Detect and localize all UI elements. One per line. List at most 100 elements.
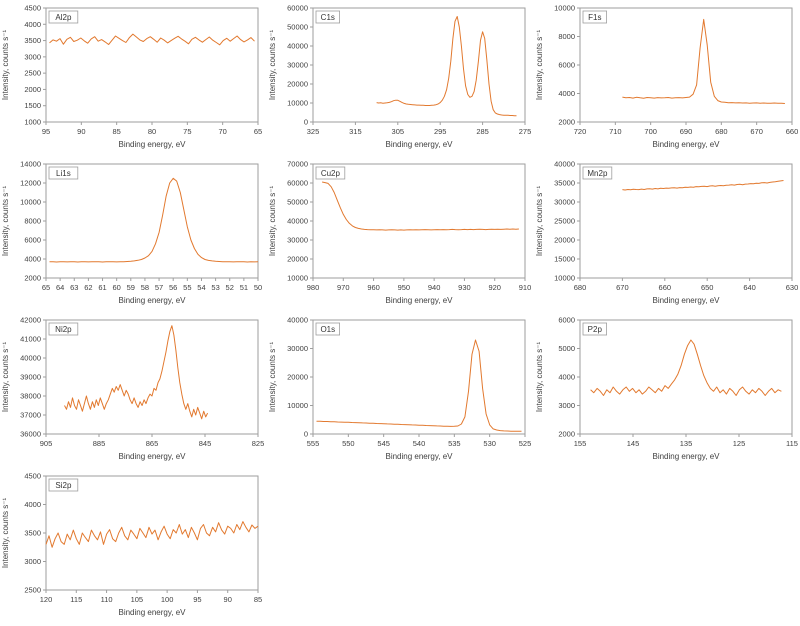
x-tick-label: 55 — [183, 283, 191, 292]
chart-canvas: 36000 37000 38000 39000 40000 41000 42000 905 88… — [1, 316, 265, 462]
y-tick-label: 2000 — [558, 430, 575, 439]
chart-cu2p: 10000 20000 30000 40000 50000 60000 70000 980 97… — [267, 156, 533, 312]
chart-ni2p: 36000 37000 38000 39000 40000 41000 42000 905 88… — [0, 312, 266, 468]
plot-border — [579, 7, 793, 123]
y-tick-label: 4000 — [24, 255, 41, 264]
x-axis-title: Binding energy, eV — [652, 296, 720, 305]
x-tick-label: 110 — [101, 595, 113, 604]
x-axis-title: Binding energy, eV — [652, 452, 720, 461]
y-tick-label: 4000 — [24, 20, 41, 29]
x-tick-label: 825 — [252, 439, 265, 448]
x-tick-label: 59 — [127, 283, 135, 292]
x-tick-label: 50 — [254, 283, 262, 292]
x-tick-label: 65 — [254, 127, 262, 136]
y-tick-label: 10000 — [287, 274, 308, 283]
x-tick-label: 95 — [42, 127, 50, 136]
y-axis-title: Intensity, counts s⁻¹ — [535, 30, 544, 101]
y-tick-label: 3000 — [24, 52, 41, 61]
spectrum-trace — [622, 180, 784, 191]
x-tick-label: 550 — [342, 439, 355, 448]
spectrum-trace — [316, 339, 522, 432]
x-tick-label: 100 — [161, 595, 174, 604]
x-tick-label: 57 — [155, 283, 163, 292]
x-tick-label: 690 — [680, 127, 693, 136]
y-tick-label: 41000 — [20, 335, 41, 344]
x-tick-label: 535 — [448, 439, 461, 448]
x-axis-title: Binding energy, eV — [118, 296, 186, 305]
x-tick-label: 115 — [70, 595, 82, 604]
y-tick-label: 10000 — [287, 401, 308, 410]
y-tick-label: 3000 — [24, 557, 41, 566]
y-tick-label: 2000 — [24, 85, 41, 94]
x-tick-label: 60 — [112, 283, 120, 292]
chart-canvas: 0 10000 20000 30000 40000 555 550 545 540 535 530 5… — [268, 316, 531, 462]
x-axis-title: Binding energy, eV — [652, 140, 720, 149]
x-tick-label: 65 — [42, 283, 50, 292]
plot-border — [312, 163, 526, 279]
x-tick-label: 75 — [183, 127, 191, 136]
y-tick-label: 4500 — [24, 472, 41, 481]
x-tick-label: 545 — [377, 439, 390, 448]
chart-label-box — [315, 166, 346, 180]
x-tick-label: 285 — [476, 127, 489, 136]
x-tick-label: 62 — [84, 283, 92, 292]
x-tick-label: 540 — [413, 439, 426, 448]
chart-canvas: 2500 3000 3500 4000 4500 120 115 110 105 100 95 90 8… — [1, 472, 262, 618]
x-tick-label: 845 — [199, 439, 212, 448]
y-axis-title: Intensity, counts s⁻¹ — [1, 30, 10, 101]
x-tick-label: 63 — [70, 283, 78, 292]
chart-label-box — [48, 10, 79, 24]
x-tick-label: 56 — [169, 283, 177, 292]
y-tick-label: 2500 — [24, 69, 41, 78]
y-tick-label: 2000 — [558, 118, 575, 127]
y-tick-label: 6000 — [558, 316, 575, 325]
chart-al2p: 1000 1500 2000 2500 3000 3500 4000 4500 95 90 85 80… — [0, 0, 266, 156]
x-tick-label: 70 — [218, 127, 226, 136]
chart-label: O1s — [320, 325, 335, 334]
chart-f1s: 2000 4000 6000 8000 10000 720 710 700 690 680 670 6… — [534, 0, 800, 156]
x-tick-label: 135 — [680, 439, 693, 448]
plot-border — [45, 7, 259, 123]
chart-label: Si2p — [55, 481, 72, 490]
chart-label-box — [582, 322, 608, 336]
chart-si2p: 2500 3000 3500 4000 4500 120 115 110 105 100 95 90 8… — [0, 468, 266, 624]
chart-label-box — [582, 10, 608, 24]
x-tick-label: 720 — [574, 127, 587, 136]
y-tick-label: 36000 — [20, 430, 41, 439]
chart-o1s: 0 10000 20000 30000 40000 555 550 545 540 535 530 5… — [267, 312, 533, 468]
y-tick-label: 6000 — [558, 61, 575, 70]
y-tick-label: 6000 — [24, 236, 41, 245]
y-tick-label: 35000 — [554, 179, 575, 188]
y-tick-label: 0 — [304, 118, 308, 127]
spectrum-trace — [45, 521, 259, 548]
x-tick-label: 980 — [307, 283, 320, 292]
spectrum-trace — [590, 339, 782, 396]
y-tick-label: 3500 — [24, 529, 41, 538]
y-tick-label: 2000 — [24, 274, 41, 283]
chart-p2p: 2000 3000 4000 5000 6000 155 145 135 125 115 Bindi… — [534, 312, 800, 468]
spectrum-trace — [64, 325, 209, 420]
y-tick-label: 30000 — [287, 236, 308, 245]
chart-label: P2p — [588, 325, 603, 334]
spectrum-trace — [49, 33, 255, 46]
x-tick-label: 52 — [226, 283, 234, 292]
chart-label: Ni2p — [55, 325, 72, 334]
plot-border — [312, 319, 526, 435]
y-tick-label: 3000 — [558, 401, 575, 410]
x-tick-label: 120 — [40, 595, 53, 604]
x-tick-label: 295 — [434, 127, 447, 136]
x-axis-title: Binding energy, eV — [118, 140, 186, 149]
x-tick-label: 670 — [750, 127, 763, 136]
y-tick-label: 40000 — [554, 160, 575, 169]
x-tick-label: 51 — [240, 283, 248, 292]
y-tick-label: 10000 — [554, 274, 575, 283]
x-tick-label: 680 — [574, 283, 587, 292]
x-tick-label: 660 — [659, 283, 672, 292]
x-tick-label: 530 — [483, 439, 496, 448]
y-axis-title: Intensity, counts s⁻¹ — [268, 342, 277, 413]
chart-mn2p: 10000 15000 20000 25000 30000 35000 40000 680 67… — [534, 156, 800, 312]
x-axis-title: Binding energy, eV — [385, 452, 453, 461]
x-tick-label: 325 — [307, 127, 320, 136]
x-tick-label: 660 — [786, 127, 799, 136]
